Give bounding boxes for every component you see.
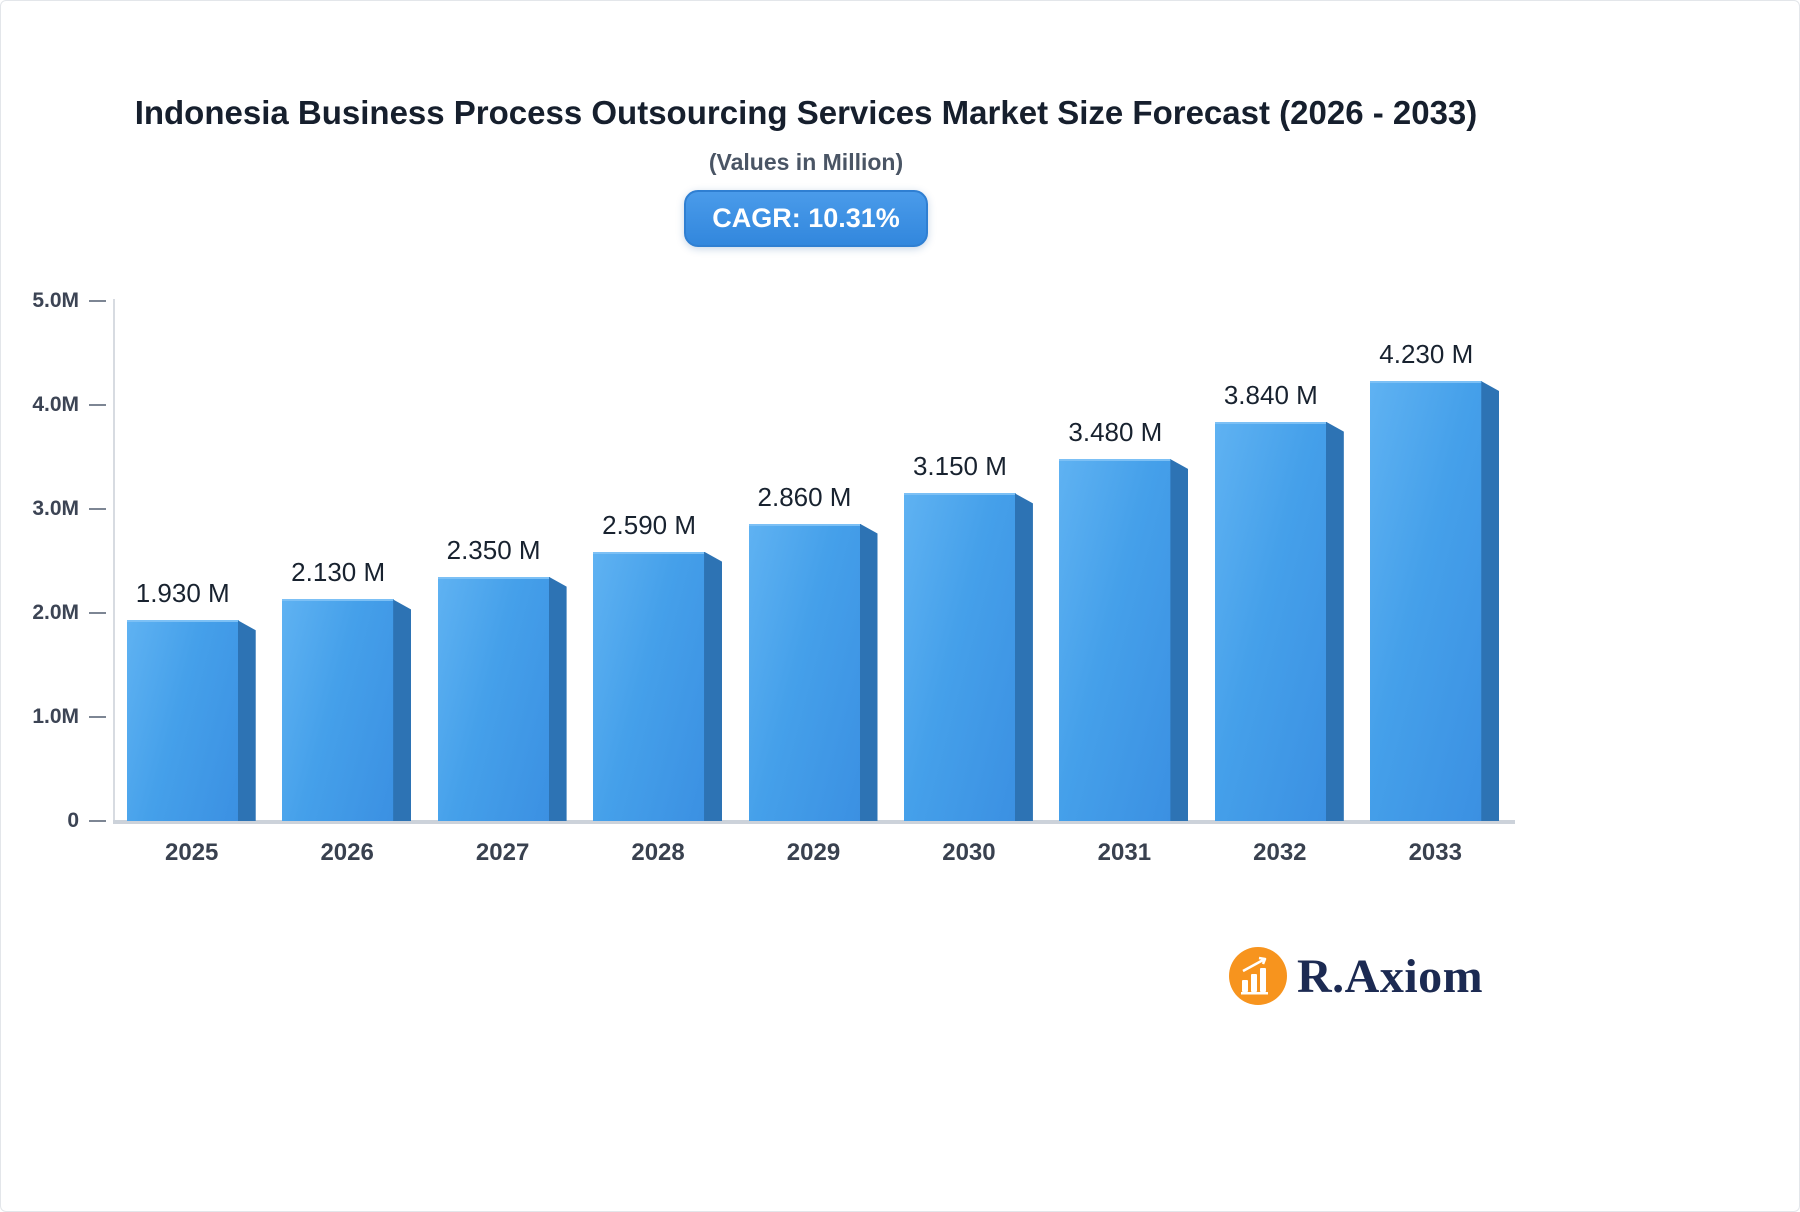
bar-value-label: 2.130 M	[291, 557, 386, 588]
bar	[593, 551, 706, 821]
cagr-badge: CAGR: 10.31%	[684, 189, 928, 247]
bar-chart-icon	[1229, 947, 1287, 1005]
bar	[437, 576, 550, 821]
bar-value-label: 2.860 M	[757, 481, 852, 512]
y-axis-tick-mark	[89, 716, 106, 718]
y-axis-tick-label: 1.0M	[32, 705, 79, 728]
bar	[282, 599, 395, 821]
chart-subtitle: (Values in Million)	[708, 148, 904, 175]
bar	[1059, 459, 1172, 821]
bar	[748, 523, 861, 821]
bar-value-label: 3.480 M	[1068, 417, 1163, 448]
bar-side-face	[393, 599, 412, 821]
y-axis-tick-label: 4.0M	[32, 393, 79, 416]
y-axis-tick-mark	[89, 612, 106, 614]
bar-value-label: 2.590 M	[602, 509, 697, 540]
bar-value-label: 1.930 M	[135, 578, 230, 609]
y-axis-tick-label: 0	[67, 809, 79, 832]
bar-side-face	[1014, 493, 1033, 821]
x-axis-label: 2031	[1097, 839, 1152, 866]
bar	[126, 620, 239, 821]
y-axis-tick-label: 2.0M	[32, 601, 79, 624]
bar	[1214, 421, 1327, 821]
bar-side-face	[237, 620, 256, 821]
bar	[903, 493, 1016, 821]
y-axis-tick-mark	[89, 300, 106, 302]
x-axis-label: 2029	[786, 839, 841, 866]
x-axis-label: 2026	[320, 839, 374, 866]
brand-logo: R.Axiom	[1229, 947, 1483, 1005]
bar-side-face	[1325, 421, 1344, 821]
bar-side-face	[1170, 459, 1189, 821]
bar-value-label: 3.150 M	[912, 451, 1007, 482]
y-axis-tick-label: 3.0M	[32, 497, 79, 520]
bar-value-label: 2.350 M	[446, 534, 541, 565]
bar-value-label: 4.230 M	[1379, 339, 1474, 370]
chart-header: Indonesia Business Process Outsourcing S…	[1, 1, 1611, 247]
bar-side-face	[548, 576, 567, 821]
x-axis-label: 2027	[475, 839, 530, 866]
y-axis-line	[113, 299, 115, 823]
x-axis-label: 2025	[165, 839, 219, 866]
bar-side-face	[704, 551, 723, 821]
bar	[1370, 381, 1483, 821]
x-axis-label: 2028	[631, 839, 685, 866]
bar-side-face	[1481, 381, 1500, 821]
x-axis-label: 2033	[1408, 839, 1462, 866]
chart-title: Indonesia Business Process Outsourcing S…	[134, 94, 1478, 131]
bar-value-label: 3.840 M	[1223, 379, 1318, 410]
y-axis-tick-label: 5.0M	[32, 289, 79, 312]
brand-name: R.Axiom	[1297, 949, 1484, 1003]
y-axis-tick-mark	[89, 508, 106, 510]
x-axis-label: 2030	[942, 839, 996, 866]
x-axis-label: 2032	[1253, 839, 1307, 866]
bar-side-face	[859, 523, 878, 821]
y-axis-tick-mark	[89, 820, 106, 822]
y-axis-tick-mark	[89, 404, 106, 406]
x-axis-line	[113, 820, 1515, 824]
cagr-label: CAGR: 10.31%	[712, 202, 900, 233]
